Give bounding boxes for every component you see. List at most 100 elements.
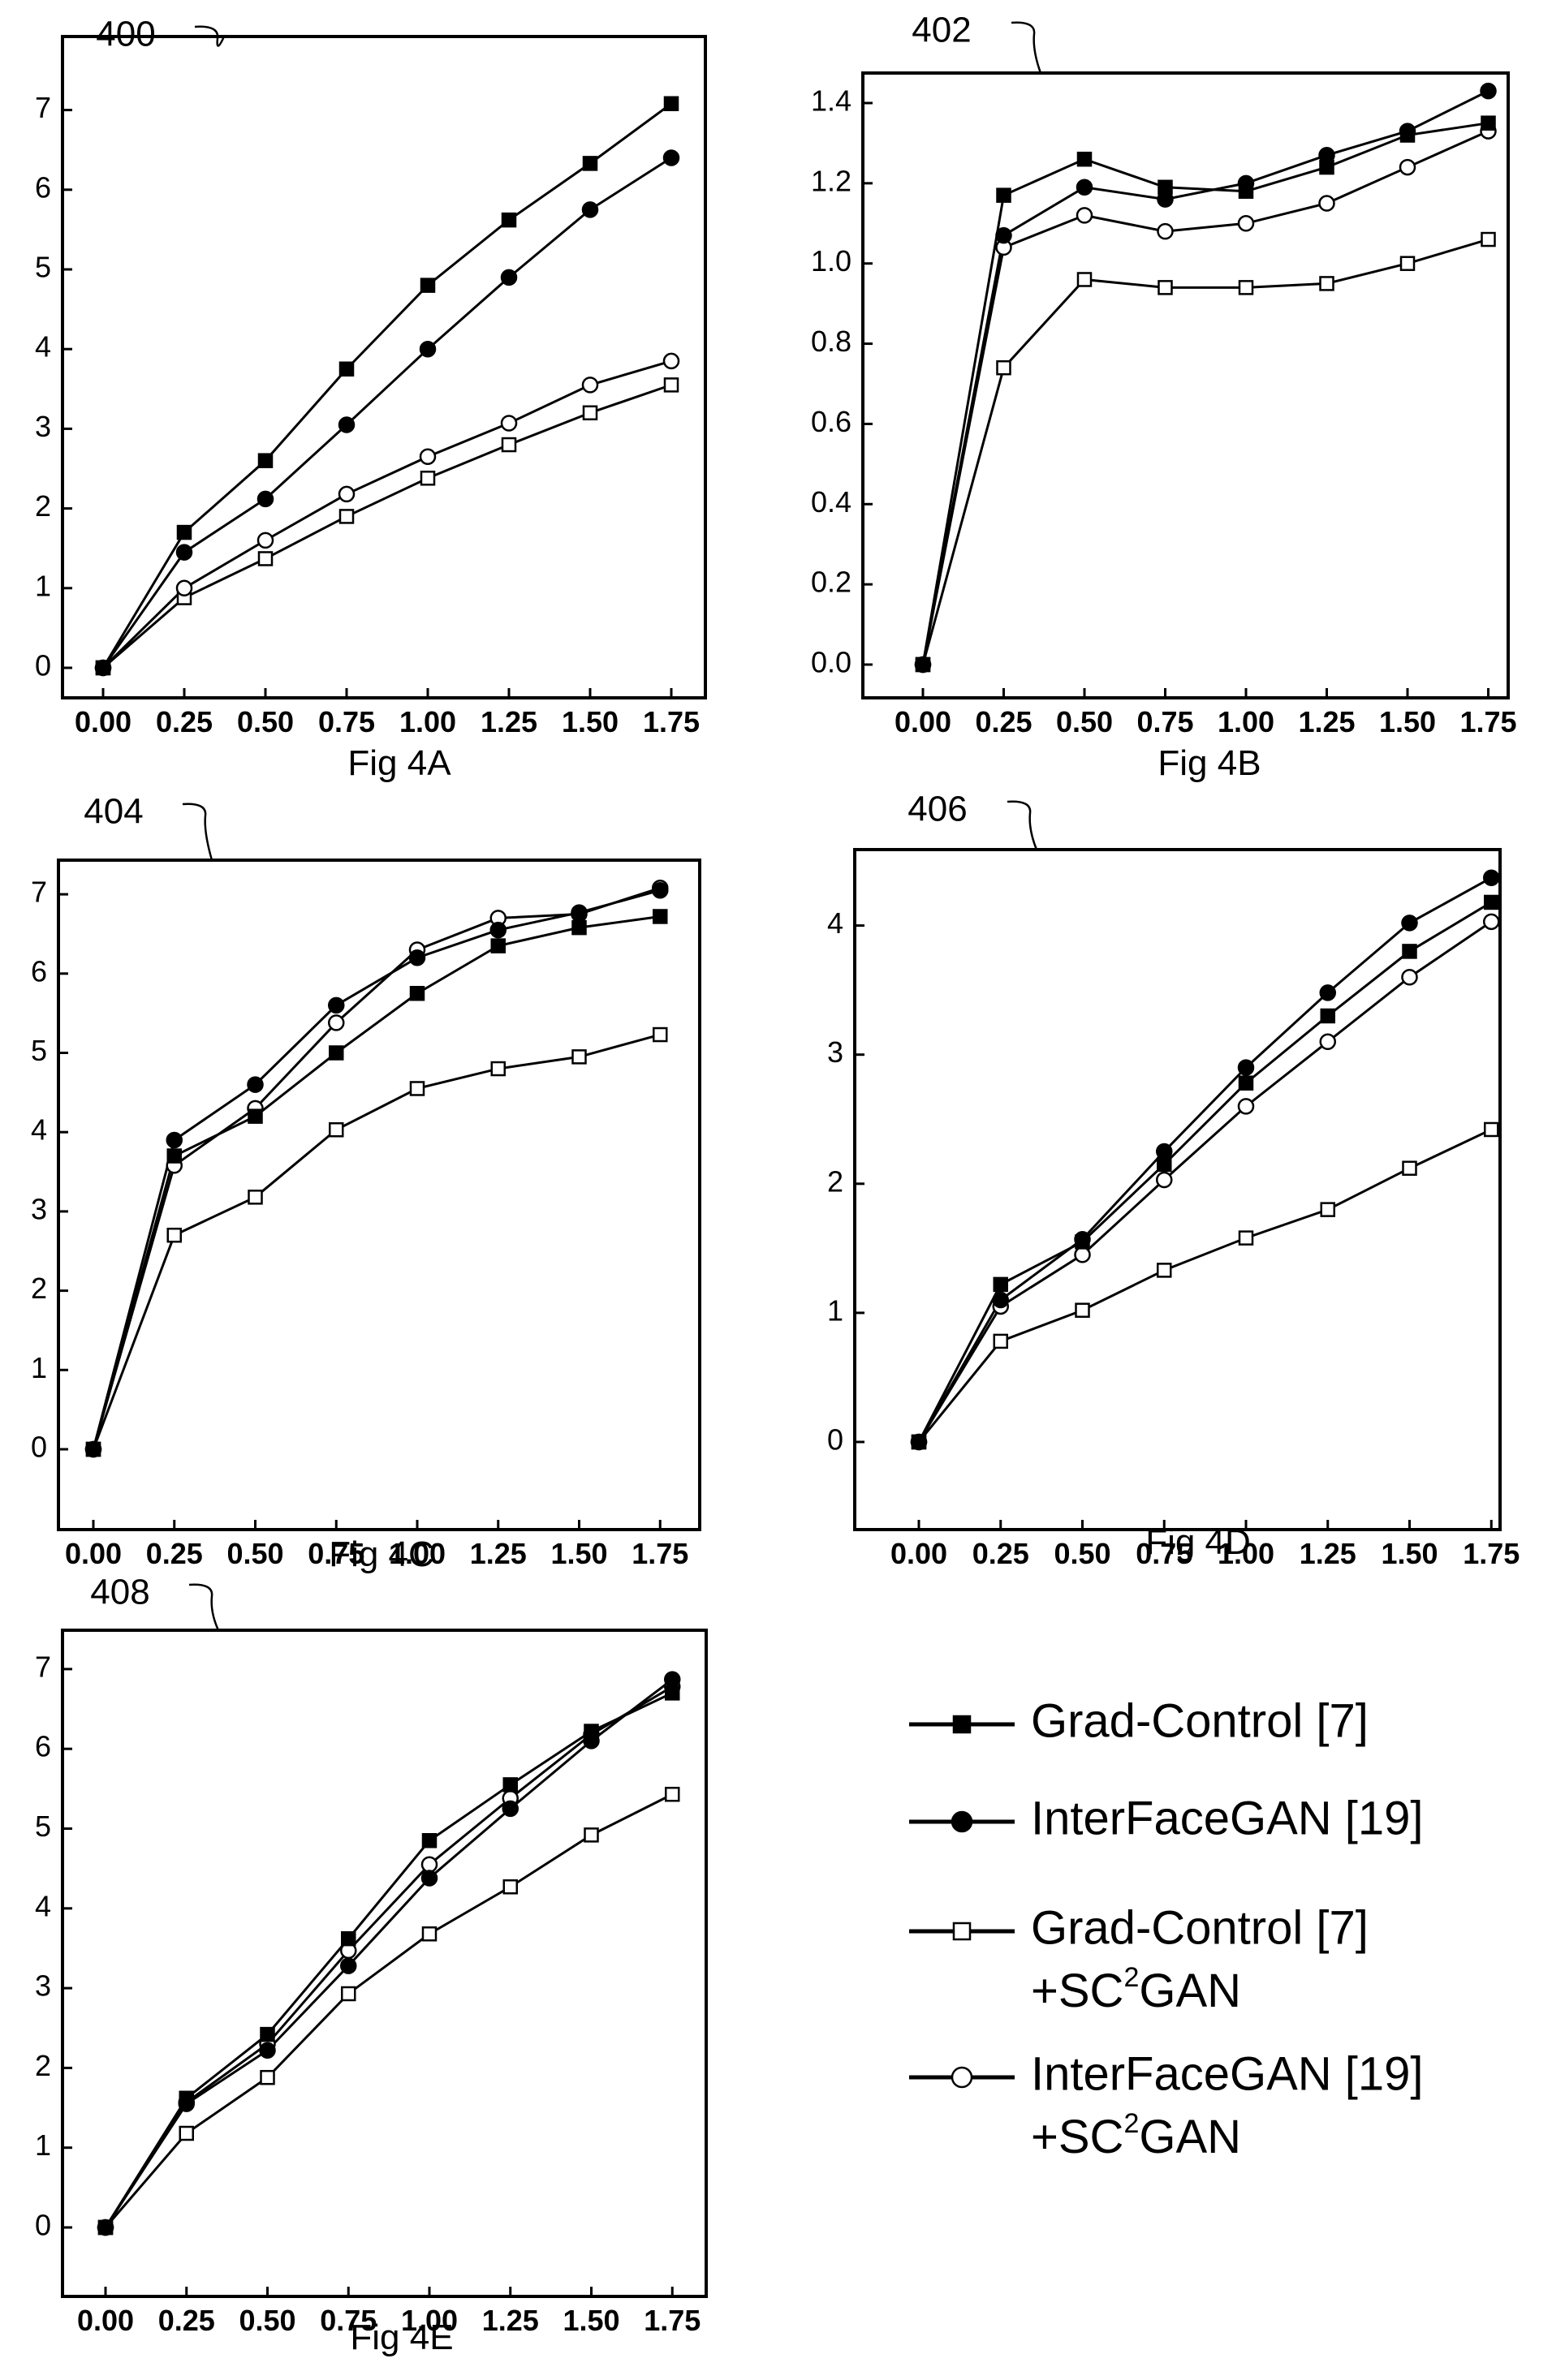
figure-caption: Fig 4D xyxy=(1145,1522,1251,1562)
data-point-interfacegan xyxy=(1319,984,1336,1001)
data-point-grad-control xyxy=(1481,115,1496,131)
data-point-interfacegan-sc2gan xyxy=(1076,207,1093,224)
legend-item-grad-control: Grad-Control [7] xyxy=(909,1694,1369,1747)
data-point-grad-control-sc2gan xyxy=(571,1049,587,1065)
data-point-grad-control xyxy=(665,1685,680,1701)
series-line-interfacegan-sc2gan xyxy=(921,130,1489,665)
x-tick-label: 1.50 xyxy=(1381,1537,1438,1570)
x-tick-label: 1.50 xyxy=(1379,705,1436,738)
y-tick-label: 6 xyxy=(35,1730,51,1763)
series-line-grad-control xyxy=(104,1692,673,2228)
figure-caption: Fig 4B xyxy=(1158,743,1261,783)
x-tick-label: 1.25 xyxy=(482,2304,539,2337)
series-line-grad-control-sc2gan xyxy=(104,1793,673,2228)
data-point-interfacegan xyxy=(340,1957,357,1974)
panel-fig-4e: 408 0 1 2 3 4 5 6 7 0.00 0.25 0.50 0.75 1.00 1.25 1.50 1… xyxy=(35,1573,708,2357)
data-point-grad-control xyxy=(260,2026,275,2042)
y-tick-label: 6 xyxy=(35,170,51,204)
data-point-grad-control xyxy=(1484,894,1499,910)
x-tick-label: 1.75 xyxy=(643,705,700,738)
data-point-interfacegan-sc2gan xyxy=(1074,1246,1091,1263)
data-point-interfacegan xyxy=(502,1800,519,1818)
y-tick-label: 4 xyxy=(35,330,51,364)
y-tick-label: 0.4 xyxy=(811,485,851,519)
y-tick-label: 7 xyxy=(31,876,47,909)
x-tick-label: 0.00 xyxy=(890,1537,947,1570)
data-point-grad-control xyxy=(1402,944,1417,959)
y-tick-label: 0 xyxy=(31,1431,47,1464)
x-tick-label: 0.00 xyxy=(77,2304,134,2337)
data-point-grad-control-sc2gan xyxy=(260,2069,275,2085)
data-point-grad-control xyxy=(663,96,679,111)
y-tick-label: 3 xyxy=(31,1192,47,1225)
data-point-interfacegan xyxy=(166,1131,183,1149)
data-point-interfacegan xyxy=(992,1291,1009,1309)
x-tick-label: 0.25 xyxy=(972,1537,1029,1570)
legend-item-interfacegan-sc2gan: InterFaceGAN [19] +SC2GAN xyxy=(909,2047,1424,2163)
plot-frame xyxy=(57,859,701,1531)
x-tick-label: 0.50 xyxy=(239,2304,295,2337)
series-line-interfacegan xyxy=(104,1678,674,2228)
y-tick-label: 0 xyxy=(35,649,51,682)
data-point-interfacegan xyxy=(1318,146,1335,164)
y-tick-label: 0.6 xyxy=(811,405,851,438)
data-point-interfacegan-sc2gan xyxy=(328,1014,345,1031)
data-point-grad-control-sc2gan xyxy=(582,405,598,421)
y-tick-label: 3 xyxy=(35,1969,51,2003)
x-tick-label: 0.00 xyxy=(75,705,131,738)
data-point-grad-control-sc2gan xyxy=(653,1026,668,1043)
data-point-grad-control-sc2gan xyxy=(1075,1302,1090,1318)
x-tick-label: 0.50 xyxy=(237,705,294,738)
x-tick-label: 0.75 xyxy=(1136,705,1193,738)
x-tick-label: 1.75 xyxy=(644,2304,701,2337)
data-point-interfacegan xyxy=(1156,1143,1173,1160)
data-point-interfacegan xyxy=(259,2042,276,2059)
data-point-interfacegan xyxy=(1480,82,1497,100)
x-tick-label: 1.25 xyxy=(1298,705,1355,738)
data-point-grad-control-sc2gan xyxy=(1319,276,1334,291)
data-point-grad-control-sc2gan xyxy=(501,437,517,453)
data-point-grad-control xyxy=(257,453,274,468)
data-point-interfacegan xyxy=(1237,174,1255,192)
series-line-interfacegan-sc2gan xyxy=(92,886,661,1450)
data-point-grad-control xyxy=(502,1777,518,1793)
data-point-grad-control-sc2gan xyxy=(1320,1202,1335,1217)
data-point-interfacegan-sc2gan xyxy=(175,579,193,597)
data-point-grad-control-sc2gan xyxy=(1158,280,1173,295)
data-point-interfacegan xyxy=(1401,915,1418,932)
x-tick-label: 0.25 xyxy=(146,1537,203,1570)
panel-fig-4c: 404 0 1 2 3 4 5 6 7 0.00 0.25 0.50 0.75 1.00 1.25 1.50 1… xyxy=(31,792,701,1574)
series-line-grad-control xyxy=(92,915,661,1450)
data-point-interfacegan xyxy=(328,996,345,1014)
data-point-interfacegan-sc2gan xyxy=(338,485,356,503)
legend-label: InterFaceGAN [19] xyxy=(1031,1792,1424,1844)
series-line-interfacegan xyxy=(921,89,1489,665)
legend-label-line2: +SC2GAN xyxy=(1031,2108,1241,2163)
data-point-grad-control-sc2gan xyxy=(996,359,1011,376)
data-point-interfacegan xyxy=(910,1433,928,1451)
panel-fig-4a: 400 0 1 2 3 4 5 6 7 0.00 0.25 0.50 0.75 1.00 1.25 1.50 1… xyxy=(35,15,707,783)
panel-fig-4d: 406 0 1 2 3 4 0.00 0.25 0.50 0.75 1.00 1.25 1.50 1.75… xyxy=(827,790,1520,1570)
x-tick-label: 0.00 xyxy=(895,705,951,738)
data-point-grad-control-sc2gan xyxy=(338,509,355,524)
x-tick-label: 1.25 xyxy=(481,705,537,738)
x-tick-label: 1.25 xyxy=(470,1537,527,1570)
data-point-grad-control-sc2gan xyxy=(329,1122,344,1138)
figure-caption: Fig 4C xyxy=(329,1534,434,1574)
data-point-interfacegan-sc2gan xyxy=(581,377,599,394)
y-tick-label: 1.0 xyxy=(811,244,851,278)
series-line-interfacegan xyxy=(917,876,1492,1443)
plot-frame xyxy=(853,848,1502,1531)
y-tick-label: 1 xyxy=(35,569,51,602)
series-line-grad-control-sc2gan xyxy=(921,238,1489,665)
data-point-interfacegan-sc2gan xyxy=(1157,222,1174,240)
series-line-interfacegan-sc2gan xyxy=(104,1685,674,2228)
data-point-grad-control-sc2gan xyxy=(490,1061,506,1077)
x-tick-label: 0.75 xyxy=(318,705,375,738)
plot-frame xyxy=(61,35,707,699)
data-point-interfacegan xyxy=(662,149,680,166)
data-point-interfacegan xyxy=(914,656,932,674)
data-point-interfacegan xyxy=(420,1870,438,1887)
legend-label: Grad-Control [7] xyxy=(1031,1694,1369,1747)
y-tick-label: 1 xyxy=(827,1293,843,1327)
